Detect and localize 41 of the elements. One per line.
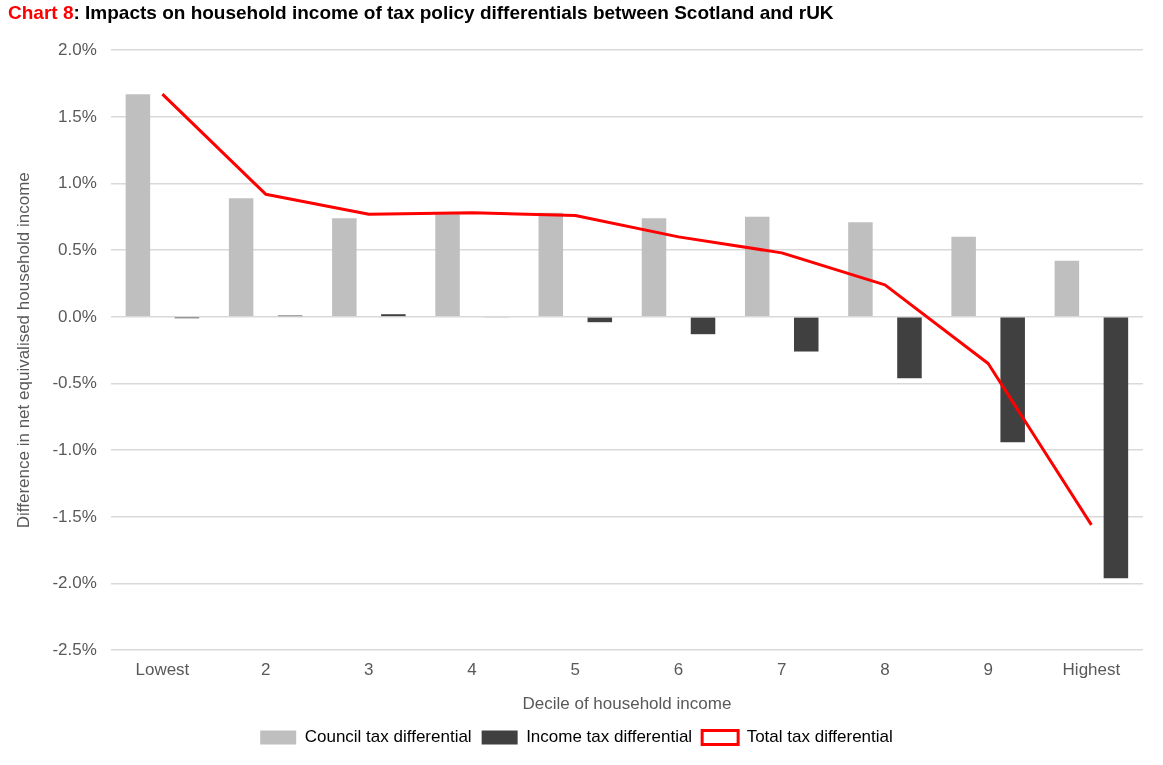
bar bbox=[1103, 317, 1129, 579]
bar bbox=[848, 222, 873, 317]
bar bbox=[538, 212, 564, 317]
bar bbox=[1000, 317, 1025, 443]
x-tick-label: 8 bbox=[880, 660, 890, 680]
x-axis-title: Decile of household income bbox=[522, 694, 732, 714]
y-tick-label: -1.5% bbox=[52, 506, 97, 526]
bar bbox=[332, 218, 357, 317]
y-tick-label: -1.0% bbox=[52, 439, 97, 459]
x-tick-label: 6 bbox=[673, 660, 684, 680]
bar bbox=[228, 198, 254, 317]
x-tick-label: Highest bbox=[1062, 660, 1121, 680]
y-tick-label: 1.0% bbox=[58, 173, 97, 193]
legend-label: Council tax differential bbox=[304, 727, 472, 747]
y-tick-label: -0.5% bbox=[52, 373, 97, 393]
x-tick-label: 4 bbox=[467, 660, 477, 680]
y-tick-label: -2.0% bbox=[52, 573, 97, 593]
bar bbox=[435, 212, 460, 317]
bar bbox=[744, 216, 770, 317]
x-tick-label: Lowest bbox=[135, 660, 190, 680]
x-tick-label: 9 bbox=[983, 660, 993, 680]
x-tick-label: 3 bbox=[364, 660, 374, 680]
x-tick-label: 7 bbox=[777, 660, 787, 680]
x-tick-label: 5 bbox=[570, 660, 581, 680]
legend-label: Total tax differential bbox=[746, 727, 893, 747]
y-tick-label: 0.5% bbox=[58, 239, 97, 259]
bar bbox=[125, 94, 151, 317]
x-tick-label: 2 bbox=[260, 660, 271, 680]
bar bbox=[951, 236, 976, 317]
bar bbox=[641, 218, 667, 317]
y-tick-label: 2.0% bbox=[58, 39, 97, 59]
bar bbox=[793, 317, 819, 352]
y-axis-title: Difference in net equivalised household income bbox=[13, 172, 33, 529]
y-tick-label: 1.5% bbox=[58, 106, 97, 126]
bar bbox=[690, 317, 716, 335]
legend-label: Income tax differential bbox=[526, 727, 693, 747]
chart-title: Chart 8: Impacts on household income of tax policy differentials between Scotland and rUK bbox=[7, 1, 835, 25]
bar bbox=[897, 317, 922, 379]
y-tick-label: 0.0% bbox=[58, 306, 97, 326]
y-tick-label: -2.5% bbox=[52, 639, 97, 659]
bar bbox=[1054, 260, 1080, 317]
